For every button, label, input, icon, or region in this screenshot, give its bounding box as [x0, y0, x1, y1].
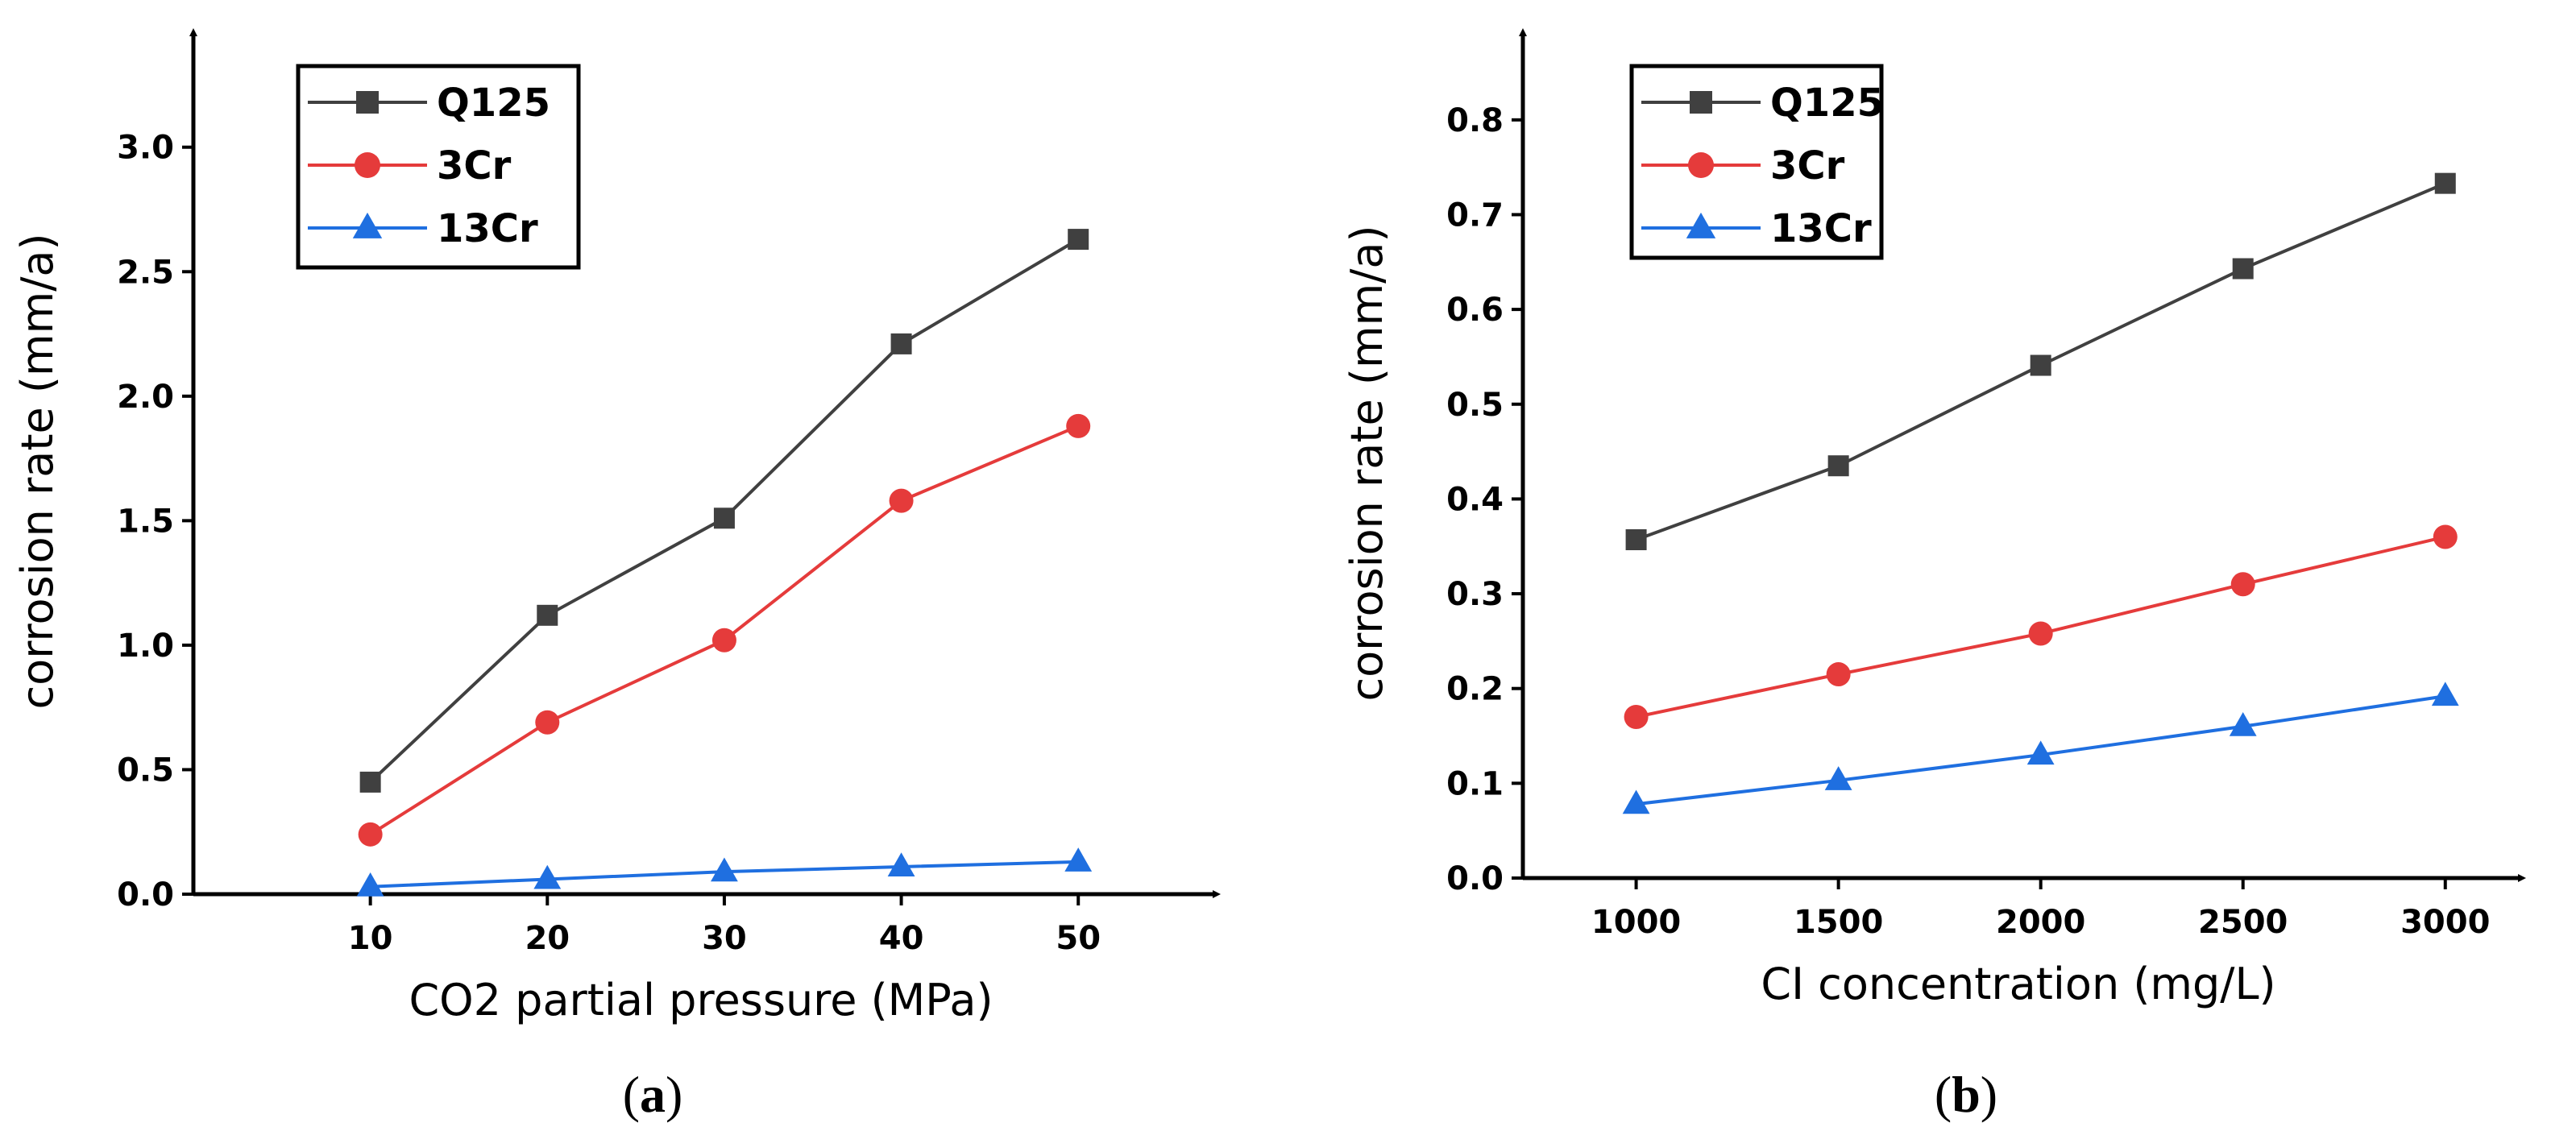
y-tick-label: 2.5 — [117, 254, 174, 291]
panel-label-letter: b — [1952, 1066, 1981, 1123]
data-point — [356, 872, 384, 897]
y-tick-label: 0.0 — [117, 876, 174, 914]
x-axis-title: CI concentration (mg/L) — [1761, 959, 2275, 1009]
data-point — [1625, 529, 1647, 550]
y-tick-label: 2.0 — [117, 379, 174, 416]
data-point — [890, 333, 912, 354]
data-point — [713, 508, 735, 529]
x-tick-label: 2500 — [2198, 904, 2288, 941]
data-point — [1824, 766, 1852, 790]
data-point — [889, 488, 914, 513]
y-tick-label: 0.3 — [1446, 576, 1504, 613]
y-tick-label: 0.8 — [1446, 102, 1504, 139]
data-point — [1066, 413, 1091, 438]
legend-marker — [355, 152, 380, 178]
legend-label: 3Cr — [1770, 143, 1845, 188]
x-tick-label: 1000 — [1591, 904, 1681, 941]
data-point — [2431, 682, 2459, 706]
series-13cr — [1622, 682, 2459, 814]
panel-label: (b) — [1935, 1066, 1997, 1123]
data-point — [1064, 847, 1093, 872]
legend-frame — [1629, 64, 1884, 260]
data-point — [1826, 662, 1851, 687]
y-tick-label: 1.0 — [117, 628, 174, 665]
legend-label: 13Cr — [437, 206, 538, 251]
legend-label: Q125 — [1770, 81, 1884, 126]
panel-label-close: ) — [1981, 1066, 1997, 1123]
y-tick-label: 0.5 — [1446, 387, 1504, 424]
data-point — [1068, 229, 1089, 251]
y-tick-label: 3.0 — [117, 130, 174, 167]
data-point — [2229, 712, 2257, 736]
x-tick-label: 40 — [879, 920, 924, 957]
data-point — [358, 822, 383, 847]
series-q125 — [359, 229, 1089, 793]
panel-label: (a) — [623, 1066, 683, 1123]
data-point — [1624, 705, 1649, 729]
data-point — [537, 604, 558, 626]
x-tick-label: 2000 — [1996, 904, 2085, 941]
data-point — [359, 771, 381, 793]
legend-marker — [356, 91, 379, 114]
legend-label: 13Cr — [1770, 206, 1872, 251]
panel-label-open: ( — [1935, 1066, 1952, 1123]
panel-label-close: ) — [666, 1066, 682, 1123]
panel-label-letter: a — [640, 1066, 666, 1123]
y-tick-label: 1.5 — [117, 503, 174, 540]
y-tick-label: 0.2 — [1446, 671, 1504, 708]
x-tick-label: 20 — [525, 920, 570, 957]
data-point — [887, 852, 915, 877]
legend-marker — [1686, 212, 1716, 238]
data-point — [711, 857, 738, 882]
chart-panel-b: 0.0 0.1 0.2 0.3 0.4 0.5 0.6 0.7 0.8 1000 1500 2000 2… — [1342, 28, 2526, 1123]
x-tick-label: 50 — [1056, 920, 1101, 957]
x-axis-title: CO2 partial pressure (MPa) — [409, 975, 993, 1025]
y-tick-label: 0.4 — [1446, 481, 1504, 518]
data-point — [2028, 621, 2053, 646]
y-tick-label: 0.7 — [1446, 197, 1504, 234]
legend-label: Q125 — [437, 81, 550, 126]
x-tick-label: 10 — [348, 920, 393, 957]
data-point — [2433, 524, 2458, 549]
y-axis-title: corrosion rate (mm/a) — [1342, 225, 1392, 701]
y-tick-label: 0.5 — [117, 752, 174, 789]
series-3cr — [1624, 524, 2458, 729]
legend-label: 3Cr — [437, 143, 512, 188]
series-13cr — [356, 847, 1093, 897]
chart-panel-a: 0.0 0.5 1.0 1.5 2.0 2.5 3.0 10 20 30 40 50 CO2 parti… — [12, 28, 1221, 1123]
data-point — [2030, 354, 2051, 376]
data-point — [1622, 789, 1650, 814]
panel-label-open: ( — [623, 1066, 640, 1123]
y-tick-label: 0.6 — [1446, 292, 1504, 329]
data-point — [2026, 740, 2055, 765]
x-tick-label: 3000 — [2400, 904, 2490, 941]
series-3cr — [358, 413, 1091, 847]
data-point — [711, 628, 736, 652]
y-axis-title: corrosion rate (mm/a) — [12, 233, 63, 709]
legend-marker — [1690, 91, 1712, 114]
legend-marker — [1688, 152, 1714, 178]
y-tick-label: 0.0 — [1446, 860, 1504, 897]
y-tick-label: 0.1 — [1446, 765, 1504, 802]
data-point — [533, 864, 562, 889]
series-q125 — [1625, 172, 2456, 550]
legend: Q125 3Cr 13Cr — [1629, 64, 1884, 260]
data-point — [2230, 572, 2255, 597]
data-point — [535, 710, 560, 735]
data-point — [1827, 455, 1849, 477]
x-tick-label: 30 — [702, 920, 747, 957]
legend-marker — [352, 212, 383, 238]
data-point — [2434, 172, 2456, 194]
legend: Q125 3Cr 13Cr — [296, 64, 581, 270]
data-point — [2232, 258, 2254, 280]
x-tick-label: 1500 — [1794, 904, 1883, 941]
